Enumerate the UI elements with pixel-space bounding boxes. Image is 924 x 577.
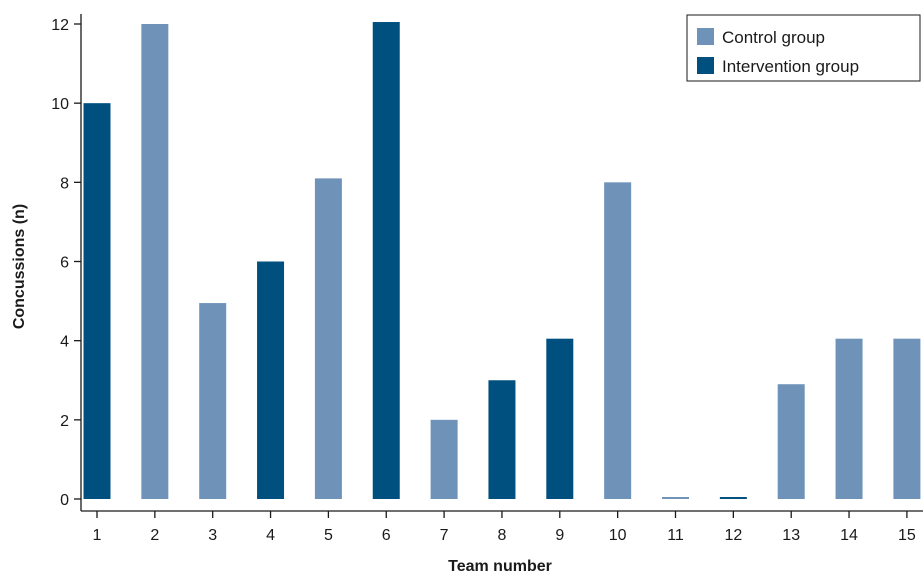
bar-team-8 [488, 380, 516, 499]
x-tick-label: 4 [266, 527, 275, 544]
y-tick-label: 6 [60, 255, 69, 272]
x-tick-label: 5 [324, 527, 333, 544]
bar-team-9 [546, 338, 574, 499]
x-tick-label: 13 [782, 527, 800, 544]
x-tick-label: 6 [382, 527, 391, 544]
y-tick-label: 2 [60, 413, 69, 430]
x-tick-label: 2 [150, 527, 159, 544]
bars-layer [83, 22, 921, 500]
y-tick-label: 4 [60, 334, 69, 351]
bar-team-14 [835, 338, 863, 499]
bar-team-15 [893, 338, 921, 499]
legend-label-intervention-group: Intervention group [722, 57, 859, 76]
y-tick-label: 8 [60, 175, 69, 192]
x-axis-ticks: 1 2 3 4 5 6 7 8 9 10 11 12 13 14 15 [93, 511, 916, 544]
bar-team-13 [777, 384, 805, 499]
bar-team-6 [372, 22, 400, 500]
bar-team-11 [662, 497, 689, 499]
bar-team-5 [314, 178, 342, 499]
y-axis-title: Concussions (n) [11, 204, 28, 329]
x-tick-label: 3 [208, 527, 217, 544]
x-tick-label: 9 [555, 527, 564, 544]
x-tick-label: 10 [609, 527, 627, 544]
legend: Control group Intervention group [686, 14, 921, 82]
y-tick-label: 12 [51, 17, 69, 34]
legend-swatch-intervention-group [697, 57, 714, 74]
bar-team-10 [604, 182, 632, 499]
bar-team-2 [141, 24, 169, 499]
bar-team-7 [430, 419, 458, 499]
x-tick-label: 14 [840, 527, 858, 544]
bar-team-4 [257, 261, 285, 499]
legend-box [686, 14, 921, 82]
x-axis-title: Team number [448, 558, 552, 575]
x-tick-label: 12 [724, 527, 742, 544]
x-tick-label: 15 [898, 527, 916, 544]
x-tick-label: 11 [667, 527, 684, 544]
y-tick-label: 10 [51, 96, 69, 113]
bar-team-1 [83, 103, 111, 500]
legend-swatch-control-group [697, 28, 714, 45]
x-tick-label: 1 [93, 527, 102, 544]
x-tick-label: 8 [497, 527, 506, 544]
bar-team-3 [199, 303, 227, 499]
legend-label-control-group: Control group [722, 28, 825, 47]
y-tick-label: 0 [60, 492, 69, 509]
bar-team-12 [719, 497, 747, 499]
x-tick-label: 7 [440, 527, 449, 544]
y-axis-ticks: 0 2 4 6 8 10 12 [51, 17, 81, 509]
